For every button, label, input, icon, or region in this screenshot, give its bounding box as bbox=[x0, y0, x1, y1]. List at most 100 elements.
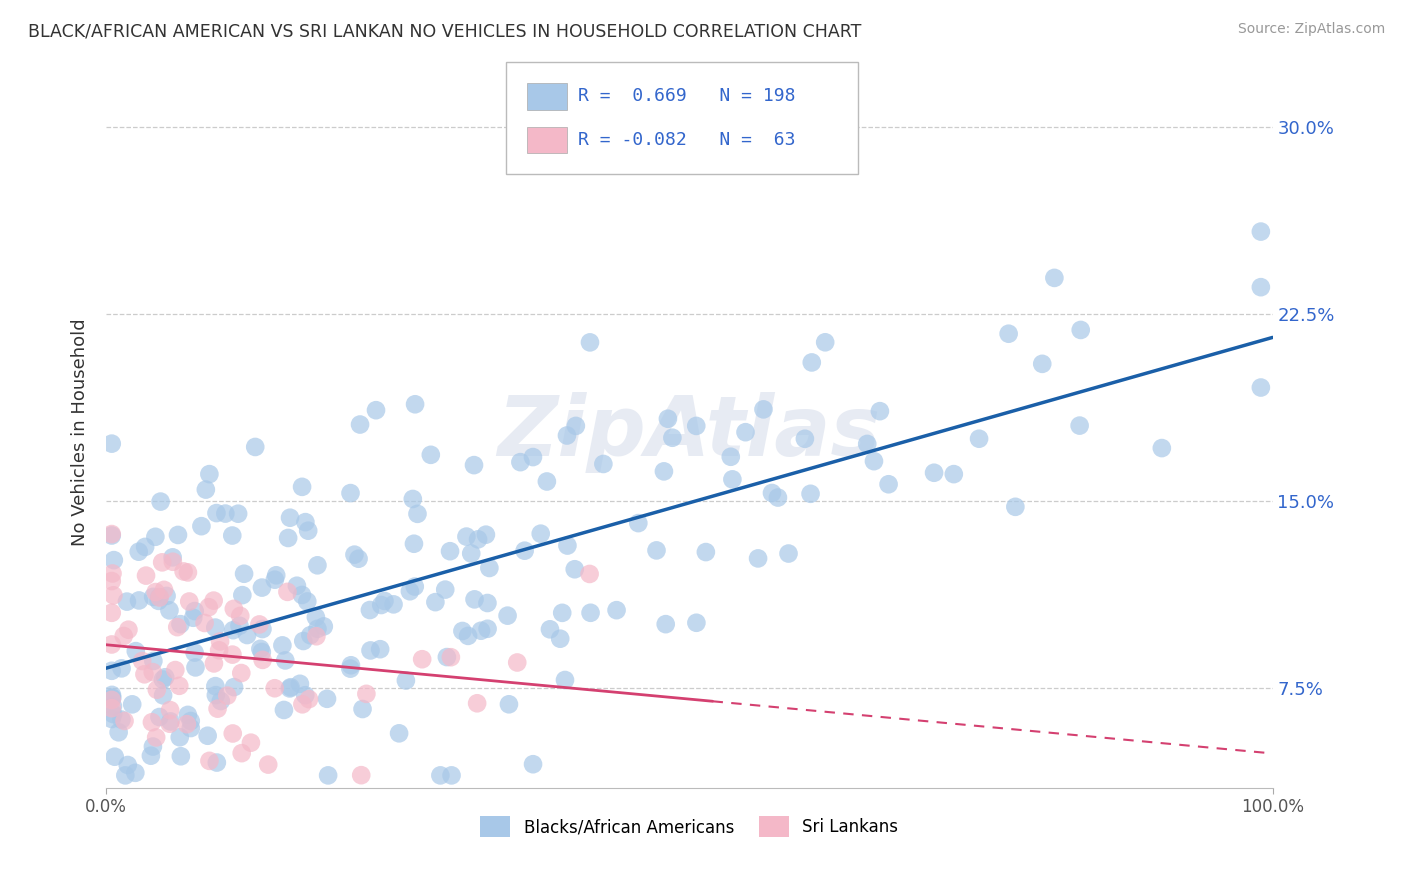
Point bbox=[217, 689, 239, 703]
Point bbox=[1043, 271, 1066, 285]
Point bbox=[814, 335, 837, 350]
Point bbox=[173, 565, 195, 579]
Point bbox=[250, 645, 273, 659]
Point bbox=[112, 629, 135, 643]
Point bbox=[720, 450, 742, 464]
Point bbox=[592, 457, 614, 471]
Point bbox=[352, 702, 374, 716]
Point bbox=[141, 715, 163, 730]
Point bbox=[800, 355, 823, 369]
Point bbox=[276, 585, 298, 599]
Point bbox=[103, 588, 125, 602]
Point bbox=[316, 768, 339, 782]
Point bbox=[922, 466, 945, 480]
Point bbox=[652, 464, 675, 478]
Point bbox=[579, 606, 602, 620]
Point bbox=[278, 681, 301, 696]
Point bbox=[370, 598, 392, 612]
Point bbox=[209, 694, 232, 708]
Point bbox=[291, 698, 314, 712]
Point bbox=[404, 580, 426, 594]
Point bbox=[967, 432, 990, 446]
Point bbox=[134, 540, 156, 554]
Point bbox=[257, 757, 280, 772]
Point bbox=[100, 606, 122, 620]
Point bbox=[312, 619, 335, 633]
Point bbox=[101, 688, 124, 702]
Point bbox=[654, 617, 676, 632]
Point bbox=[467, 533, 489, 547]
Point bbox=[863, 454, 886, 468]
Point bbox=[538, 623, 561, 637]
Point bbox=[100, 701, 122, 715]
Point bbox=[734, 425, 756, 440]
Point bbox=[100, 693, 122, 707]
Point bbox=[294, 688, 316, 702]
Point bbox=[142, 590, 165, 604]
Point bbox=[645, 543, 668, 558]
Point bbox=[263, 681, 285, 696]
Point bbox=[152, 689, 174, 703]
Point bbox=[162, 555, 184, 569]
Point bbox=[464, 592, 486, 607]
Point bbox=[439, 544, 461, 558]
Point bbox=[536, 475, 558, 489]
Point bbox=[167, 528, 190, 542]
Point bbox=[146, 682, 169, 697]
Point bbox=[117, 623, 139, 637]
Point bbox=[305, 610, 328, 624]
Point bbox=[477, 596, 499, 610]
Point bbox=[209, 634, 232, 648]
Point bbox=[222, 726, 245, 740]
Point bbox=[100, 691, 122, 706]
Point bbox=[429, 768, 451, 782]
Y-axis label: No Vehicles in Household: No Vehicles in Household bbox=[72, 318, 89, 547]
Point bbox=[1250, 225, 1272, 239]
Point bbox=[606, 603, 628, 617]
Point bbox=[100, 574, 122, 588]
Point bbox=[349, 417, 371, 432]
Text: ZipAtlas: ZipAtlas bbox=[498, 392, 880, 473]
Point bbox=[478, 561, 501, 575]
Point bbox=[277, 531, 299, 545]
Point bbox=[101, 690, 124, 705]
Point bbox=[359, 603, 381, 617]
Point bbox=[530, 526, 553, 541]
Point bbox=[457, 629, 479, 643]
Point bbox=[101, 699, 124, 714]
Point bbox=[221, 528, 243, 542]
Point bbox=[128, 544, 150, 558]
Point bbox=[131, 654, 153, 668]
Point bbox=[152, 673, 174, 687]
Point bbox=[139, 748, 162, 763]
Point bbox=[273, 703, 295, 717]
Point bbox=[145, 731, 167, 745]
Point bbox=[247, 617, 270, 632]
Point bbox=[278, 510, 301, 524]
Point bbox=[271, 639, 294, 653]
Point bbox=[1031, 357, 1053, 371]
Point bbox=[169, 731, 191, 745]
Point bbox=[110, 661, 132, 675]
Point bbox=[236, 628, 259, 642]
Point bbox=[145, 530, 167, 544]
Point bbox=[148, 594, 170, 608]
Point bbox=[204, 621, 226, 635]
Point bbox=[627, 516, 650, 530]
Legend: Blacks/African Americans, Sri Lankans: Blacks/African Americans, Sri Lankans bbox=[474, 810, 905, 844]
Point bbox=[460, 546, 482, 560]
Point bbox=[339, 486, 361, 500]
Point bbox=[522, 757, 544, 772]
Point bbox=[285, 579, 308, 593]
Point bbox=[404, 397, 426, 411]
Point bbox=[114, 714, 136, 728]
Point bbox=[513, 543, 536, 558]
Point bbox=[115, 594, 138, 608]
Point bbox=[205, 756, 228, 770]
Point bbox=[128, 593, 150, 607]
Point bbox=[294, 515, 316, 529]
Point bbox=[264, 568, 287, 582]
Point bbox=[231, 746, 253, 760]
Point bbox=[100, 637, 122, 651]
Point bbox=[233, 566, 256, 581]
